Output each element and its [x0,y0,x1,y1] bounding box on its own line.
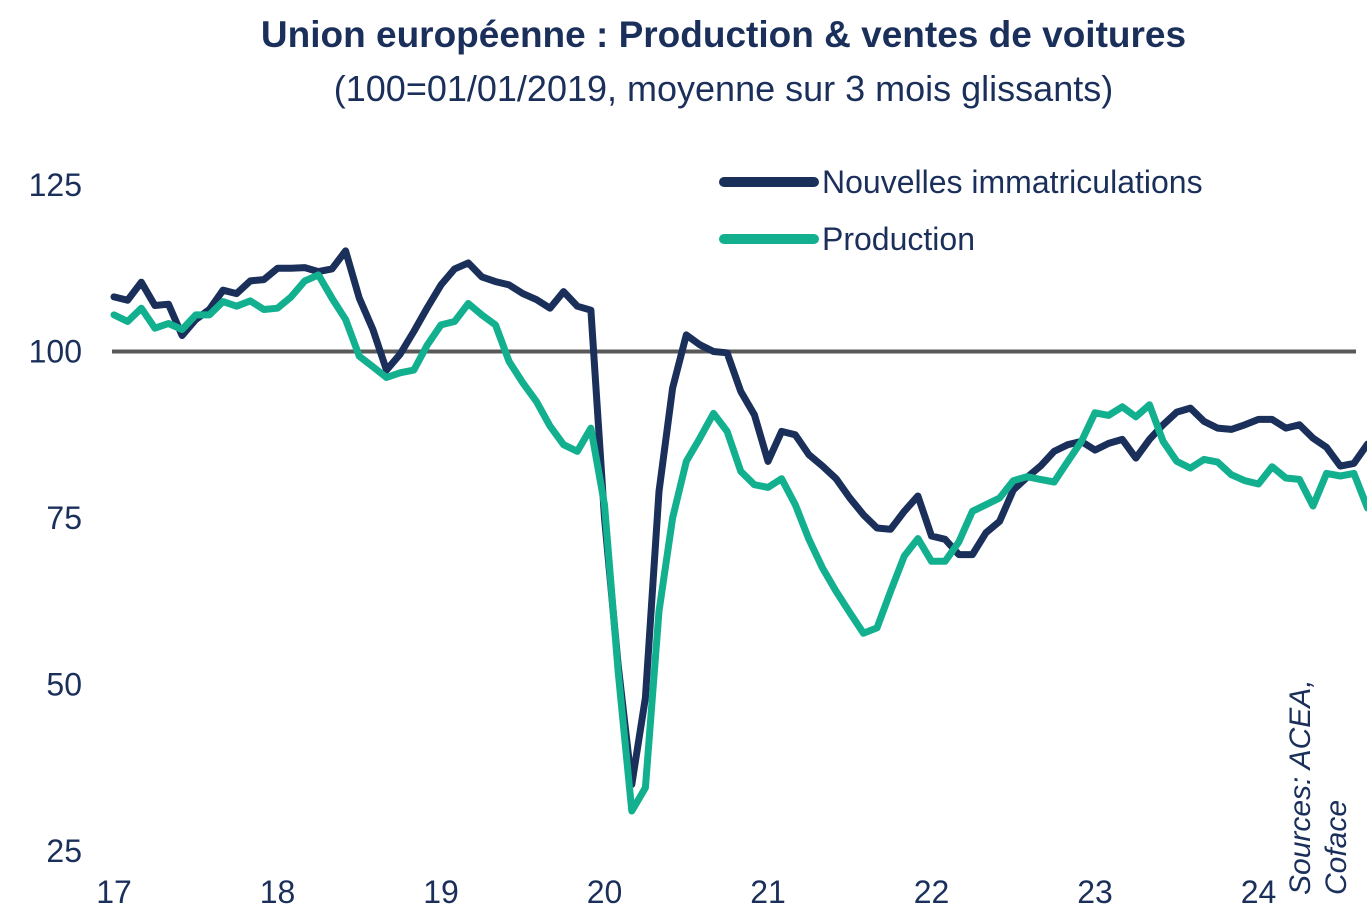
x-tick-label: 23 [1077,874,1113,910]
x-tick-label: 21 [750,874,786,910]
legend-label-production: Production [822,221,975,257]
y-axis-tick-labels: 125 100 75 50 25 [29,167,82,869]
x-tick-label: 18 [260,874,296,910]
series-line-registrations [110,247,1367,788]
source-line-2: Coface [1320,800,1353,895]
legend: Nouvelles immatriculations Production [719,164,1203,257]
legend-label-registrations: Nouvelles immatriculations [822,164,1203,200]
chart-title: Union européenne : Production & ventes d… [260,14,1187,55]
y-tick-label: 25 [46,833,82,869]
series-line-production [110,271,1367,815]
source-line-1: Sources: ACEA, [1284,679,1317,895]
source-note: Sources: ACEA, Coface [1284,671,1353,895]
x-axis-tick-labels: 17 18 19 20 21 22 23 24 [96,874,1276,910]
x-tick-label: 17 [96,874,132,910]
chart-subtitle: (100=01/01/2019, moyenne sur 3 mois glis… [333,68,1114,109]
x-tick-label: 19 [423,874,459,910]
x-tick-label: 24 [1241,874,1277,910]
y-tick-label: 125 [29,167,82,203]
y-tick-label: 75 [46,500,82,536]
x-tick-label: 22 [914,874,950,910]
x-tick-label: 20 [587,874,623,910]
y-tick-label: 100 [29,334,82,370]
y-tick-label: 50 [46,667,82,703]
series-lines [110,247,1367,815]
